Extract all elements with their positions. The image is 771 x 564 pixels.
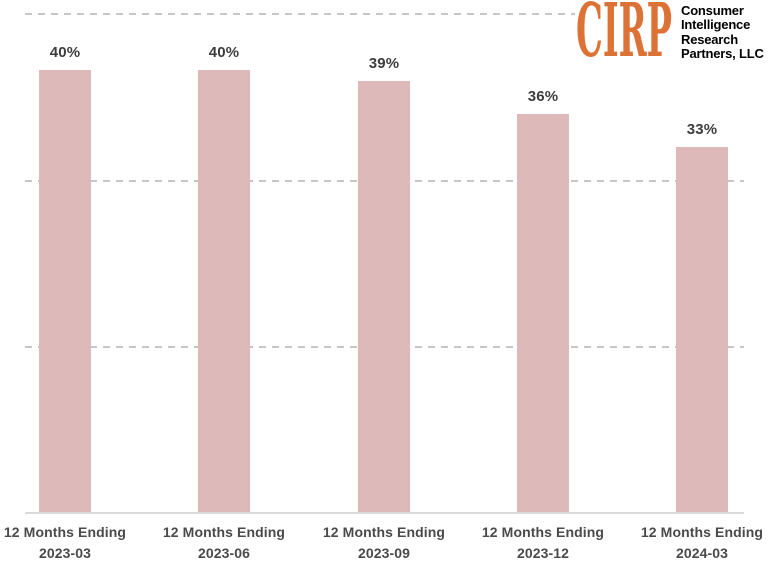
x-axis-label-prefix: 12 Months Ending [3,524,127,540]
x-axis-label-period: 2024-03 [675,545,729,561]
x-axis-label-prefix: 12 Months Ending [322,524,446,540]
x-axis-label-period: 2023-03 [38,545,92,561]
bar-value-label: 33% [686,121,718,138]
x-axis-label-period: 2023-12 [516,545,570,561]
logo-line-3: Research [681,31,738,47]
bar-2023-12 [517,114,569,513]
logo-line-2: Intelligence [681,17,751,33]
bar-2023-06 [198,70,250,513]
logo-line-4: Partners, LLC [681,46,764,62]
x-axis-label-prefix: 12 Months Ending [481,524,605,540]
bar-value-label: 36% [527,88,559,105]
x-axis-line [25,512,744,514]
x-axis-label-period: 2023-06 [197,545,251,561]
bar-2023-09 [358,81,410,513]
x-axis-label-period: 2023-09 [357,545,411,561]
x-axis-label-prefix: 12 Months Ending [640,524,764,540]
x-axis-label: 12 Months Ending 2023-03 [0,522,145,564]
bar-value-label: 40% [49,44,81,61]
x-axis-label: 12 Months Ending 2023-12 [463,522,623,564]
cirp-logo-wordmark-icon: CIRP [576,0,672,64]
bar-2024-03 [676,147,728,513]
bar-2023-03 [39,70,91,513]
logo-line-1: Consumer [681,3,744,18]
cirp-logo-company-name: Consumer Intelligence Research Partners,… [681,3,764,62]
x-axis-label: 12 Months Ending 2023-09 [304,522,464,564]
x-axis-label-prefix: 12 Months Ending [162,524,286,540]
bar-value-label: 39% [368,55,400,72]
gridline-45pct [25,13,744,15]
cirp-logo: CIRP Consumer Intelligence Research Part… [575,0,771,66]
cirp-logo-brand-text: CIRP [576,0,672,64]
bar-value-label: 40% [208,44,240,61]
x-axis-label: 12 Months Ending 2023-06 [144,522,304,564]
x-axis-label: 12 Months Ending 2024-03 [622,522,771,564]
